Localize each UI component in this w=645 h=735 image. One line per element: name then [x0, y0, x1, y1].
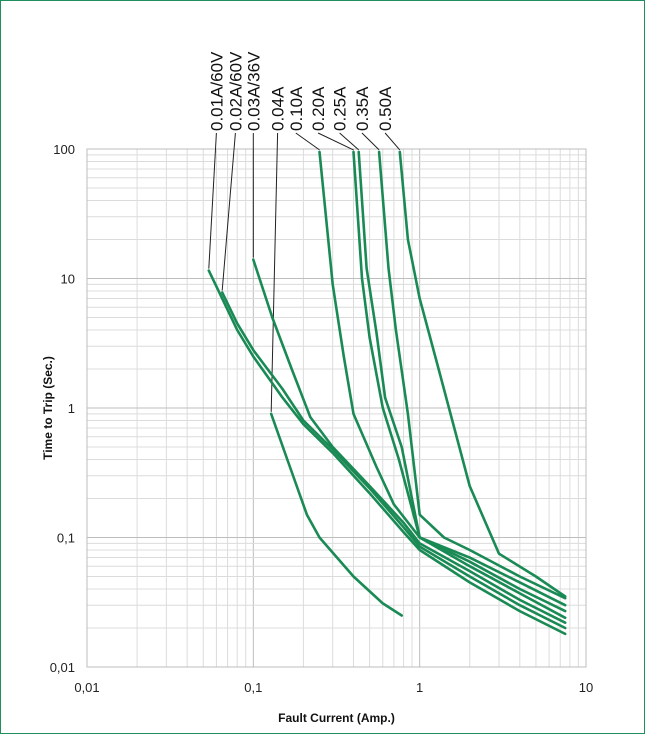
curve-label: 0.25A	[331, 86, 350, 131]
leader-line	[361, 132, 380, 151]
y-tick-label: 10	[61, 272, 75, 287]
x-tick-label: 0,1	[244, 680, 262, 695]
label-leaders	[208, 132, 401, 412]
curve-0.10A	[318, 150, 567, 620]
curve-0.02A/60V	[220, 291, 567, 630]
y-axis-title: Time to Trip (Sec.)	[41, 356, 55, 460]
leader-line	[384, 132, 401, 151]
curve-0.03A/36V	[252, 258, 567, 624]
curve-label: 0.03A/36V	[244, 51, 263, 131]
curve-label: 0.20A	[309, 86, 328, 131]
leader-line	[317, 132, 354, 151]
x-tick-label: 0,01	[74, 680, 99, 695]
curve-0.50A	[398, 150, 567, 598]
curve-label: 0.10A	[287, 86, 306, 131]
x-tick-label: 1	[416, 680, 423, 695]
x-tick-label: 10	[579, 680, 593, 695]
leader-line	[221, 132, 236, 291]
tick-labels: 0,01 0,1 1 10 0,01 0,1 1 10 100	[50, 142, 594, 695]
x-axis-title: Fault Current (Amp.)	[278, 711, 395, 725]
y-tick-label: 100	[53, 142, 75, 157]
y-tick-label: 0,1	[57, 531, 75, 546]
curves	[207, 150, 567, 636]
curve-label: 0.02A/60V	[226, 51, 245, 131]
plot-border	[86, 148, 587, 668]
curve-label: 0.01A/60V	[207, 51, 226, 131]
y-tick-label: 1	[68, 401, 75, 416]
plot-area	[86, 148, 587, 668]
curve-label: 0.50A	[376, 86, 395, 131]
y-tick-label: 0,01	[50, 660, 75, 675]
curve-0.20A	[352, 150, 567, 613]
leader-line	[339, 132, 360, 151]
leader-line	[295, 132, 320, 151]
curve-label: 0.04A	[269, 86, 288, 131]
curve-0.01A/60V	[207, 269, 567, 636]
curve-label: 0.35A	[353, 86, 372, 131]
leader-line	[270, 132, 279, 412]
leader-line	[208, 132, 217, 269]
curve-0.35A	[377, 150, 567, 600]
curve-0.04A	[269, 412, 403, 617]
curve-0.25A	[357, 150, 567, 607]
